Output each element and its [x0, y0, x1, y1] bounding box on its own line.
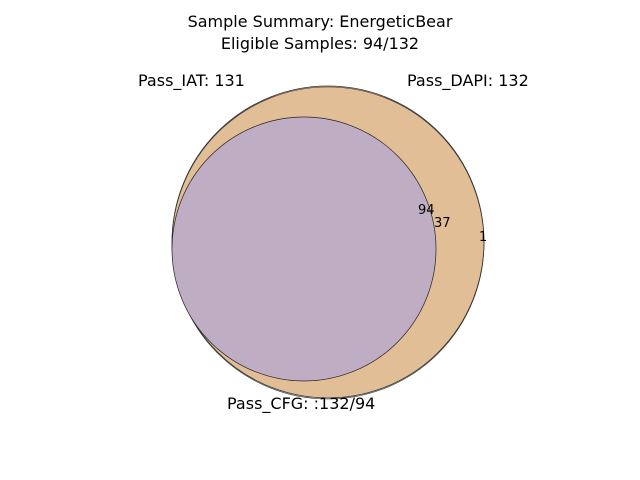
region-count-iat-dapi: 37	[434, 216, 451, 231]
chart-title: Sample Summary: EnergeticBear	[187, 12, 453, 31]
chart-subtitle: Eligible Samples: 94/132	[220, 34, 420, 53]
region-count-dapi-only: 1	[479, 230, 488, 245]
set-label-iat: Pass_IAT: 131	[138, 71, 245, 90]
region-count-all-three: 94	[418, 203, 435, 218]
set-label-dapi: Pass_DAPI: 132	[407, 71, 529, 90]
set-circle-cfg	[171, 116, 437, 382]
set-label-cfg: Pass_CFG: :132/94	[227, 394, 376, 413]
